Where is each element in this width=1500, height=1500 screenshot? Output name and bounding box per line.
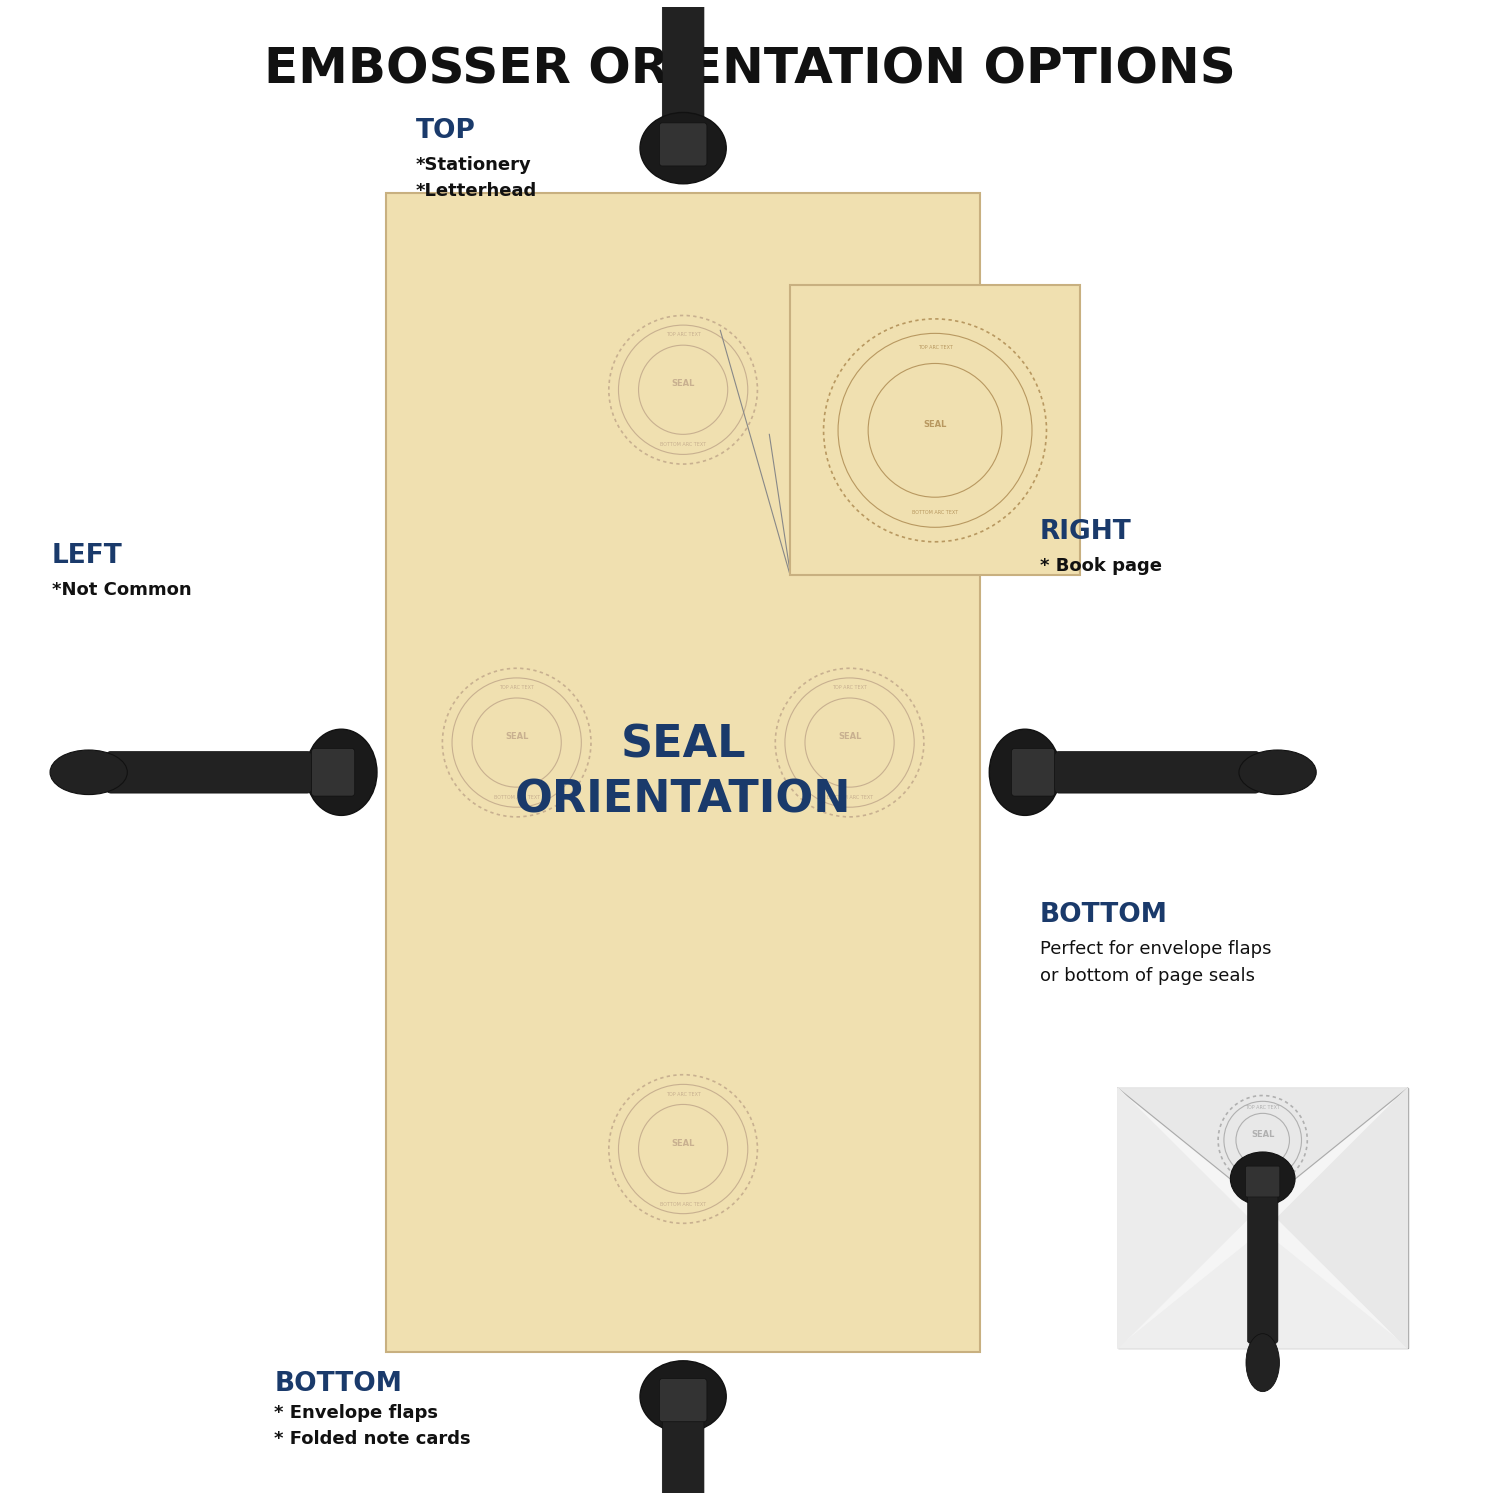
Ellipse shape <box>1239 750 1316 795</box>
Text: TOP ARC TEXT: TOP ARC TEXT <box>500 686 534 690</box>
Ellipse shape <box>50 750 128 795</box>
FancyBboxPatch shape <box>660 1378 706 1422</box>
Text: TOP ARC TEXT: TOP ARC TEXT <box>1245 1104 1280 1110</box>
Text: TOP ARC TEXT: TOP ARC TEXT <box>833 686 867 690</box>
FancyBboxPatch shape <box>386 192 981 1352</box>
Polygon shape <box>1118 1088 1407 1204</box>
Text: Perfect for envelope flaps
or bottom of page seals: Perfect for envelope flaps or bottom of … <box>1040 940 1272 984</box>
Text: SEAL: SEAL <box>506 732 528 741</box>
Ellipse shape <box>990 729 1060 816</box>
Polygon shape <box>1118 1232 1407 1348</box>
Text: * Envelope flaps
* Folded note cards: * Envelope flaps * Folded note cards <box>274 1404 471 1449</box>
Ellipse shape <box>640 112 726 184</box>
Polygon shape <box>1276 1088 1407 1348</box>
FancyBboxPatch shape <box>1054 752 1260 794</box>
FancyBboxPatch shape <box>663 1414 704 1500</box>
FancyBboxPatch shape <box>660 123 706 166</box>
Text: SEAL: SEAL <box>1251 1130 1275 1138</box>
FancyBboxPatch shape <box>1118 1088 1407 1348</box>
FancyBboxPatch shape <box>663 0 704 138</box>
FancyBboxPatch shape <box>1248 1192 1278 1344</box>
Text: EMBOSSER ORIENTATION OPTIONS: EMBOSSER ORIENTATION OPTIONS <box>264 45 1236 93</box>
Text: BOTTOM ARC TEXT: BOTTOM ARC TEXT <box>1239 1170 1286 1176</box>
Text: * Book page: * Book page <box>1040 556 1162 574</box>
Text: BOTTOM: BOTTOM <box>274 1371 402 1396</box>
Text: BOTTOM: BOTTOM <box>1040 903 1167 928</box>
Text: *Not Common: *Not Common <box>51 580 190 598</box>
Text: TOP ARC TEXT: TOP ARC TEXT <box>666 1092 700 1096</box>
FancyBboxPatch shape <box>106 752 312 794</box>
Text: SEAL: SEAL <box>672 380 694 388</box>
Polygon shape <box>1118 1088 1248 1348</box>
Text: *Stationery
*Letterhead: *Stationery *Letterhead <box>416 156 537 200</box>
Ellipse shape <box>1246 1334 1280 1392</box>
FancyBboxPatch shape <box>1245 1166 1280 1197</box>
Text: TOP ARC TEXT: TOP ARC TEXT <box>666 333 700 338</box>
FancyBboxPatch shape <box>790 285 1080 574</box>
Text: BOTTOM ARC TEXT: BOTTOM ARC TEXT <box>660 442 706 447</box>
FancyBboxPatch shape <box>1011 748 1054 796</box>
Text: SEAL: SEAL <box>924 420 946 429</box>
Text: BOTTOM ARC TEXT: BOTTOM ARC TEXT <box>827 795 873 800</box>
Text: BOTTOM ARC TEXT: BOTTOM ARC TEXT <box>660 1202 706 1206</box>
Text: SEAL: SEAL <box>672 1138 694 1148</box>
Text: SEAL
ORIENTATION: SEAL ORIENTATION <box>514 723 852 821</box>
FancyBboxPatch shape <box>312 748 354 796</box>
Ellipse shape <box>640 1360 726 1432</box>
Text: LEFT: LEFT <box>51 543 123 568</box>
Text: RIGHT: RIGHT <box>1040 519 1131 544</box>
Text: TOP ARC TEXT: TOP ARC TEXT <box>918 345 952 351</box>
Ellipse shape <box>1230 1152 1294 1206</box>
Text: BOTTOM ARC TEXT: BOTTOM ARC TEXT <box>494 795 540 800</box>
Text: TOP: TOP <box>416 117 476 144</box>
Text: SEAL: SEAL <box>839 732 861 741</box>
Ellipse shape <box>306 729 376 816</box>
Text: BOTTOM ARC TEXT: BOTTOM ARC TEXT <box>912 510 958 516</box>
